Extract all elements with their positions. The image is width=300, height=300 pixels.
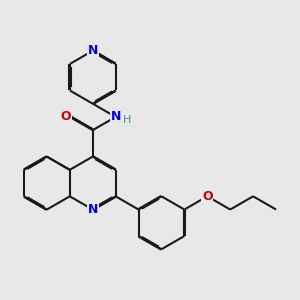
Text: N: N — [88, 44, 98, 57]
Text: N: N — [88, 203, 98, 216]
Text: O: O — [202, 190, 213, 203]
Text: O: O — [61, 110, 71, 123]
Text: N: N — [110, 110, 121, 123]
Text: H: H — [123, 115, 132, 124]
